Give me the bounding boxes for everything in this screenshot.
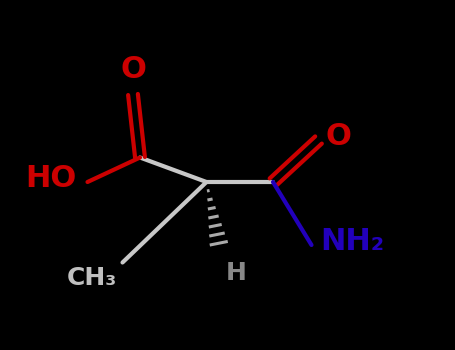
Text: H: H: [226, 261, 247, 285]
Text: O: O: [120, 55, 146, 84]
Text: HO: HO: [26, 164, 77, 193]
Text: O: O: [325, 122, 351, 151]
Text: NH₂: NH₂: [320, 227, 384, 256]
Text: CH₃: CH₃: [67, 266, 117, 290]
